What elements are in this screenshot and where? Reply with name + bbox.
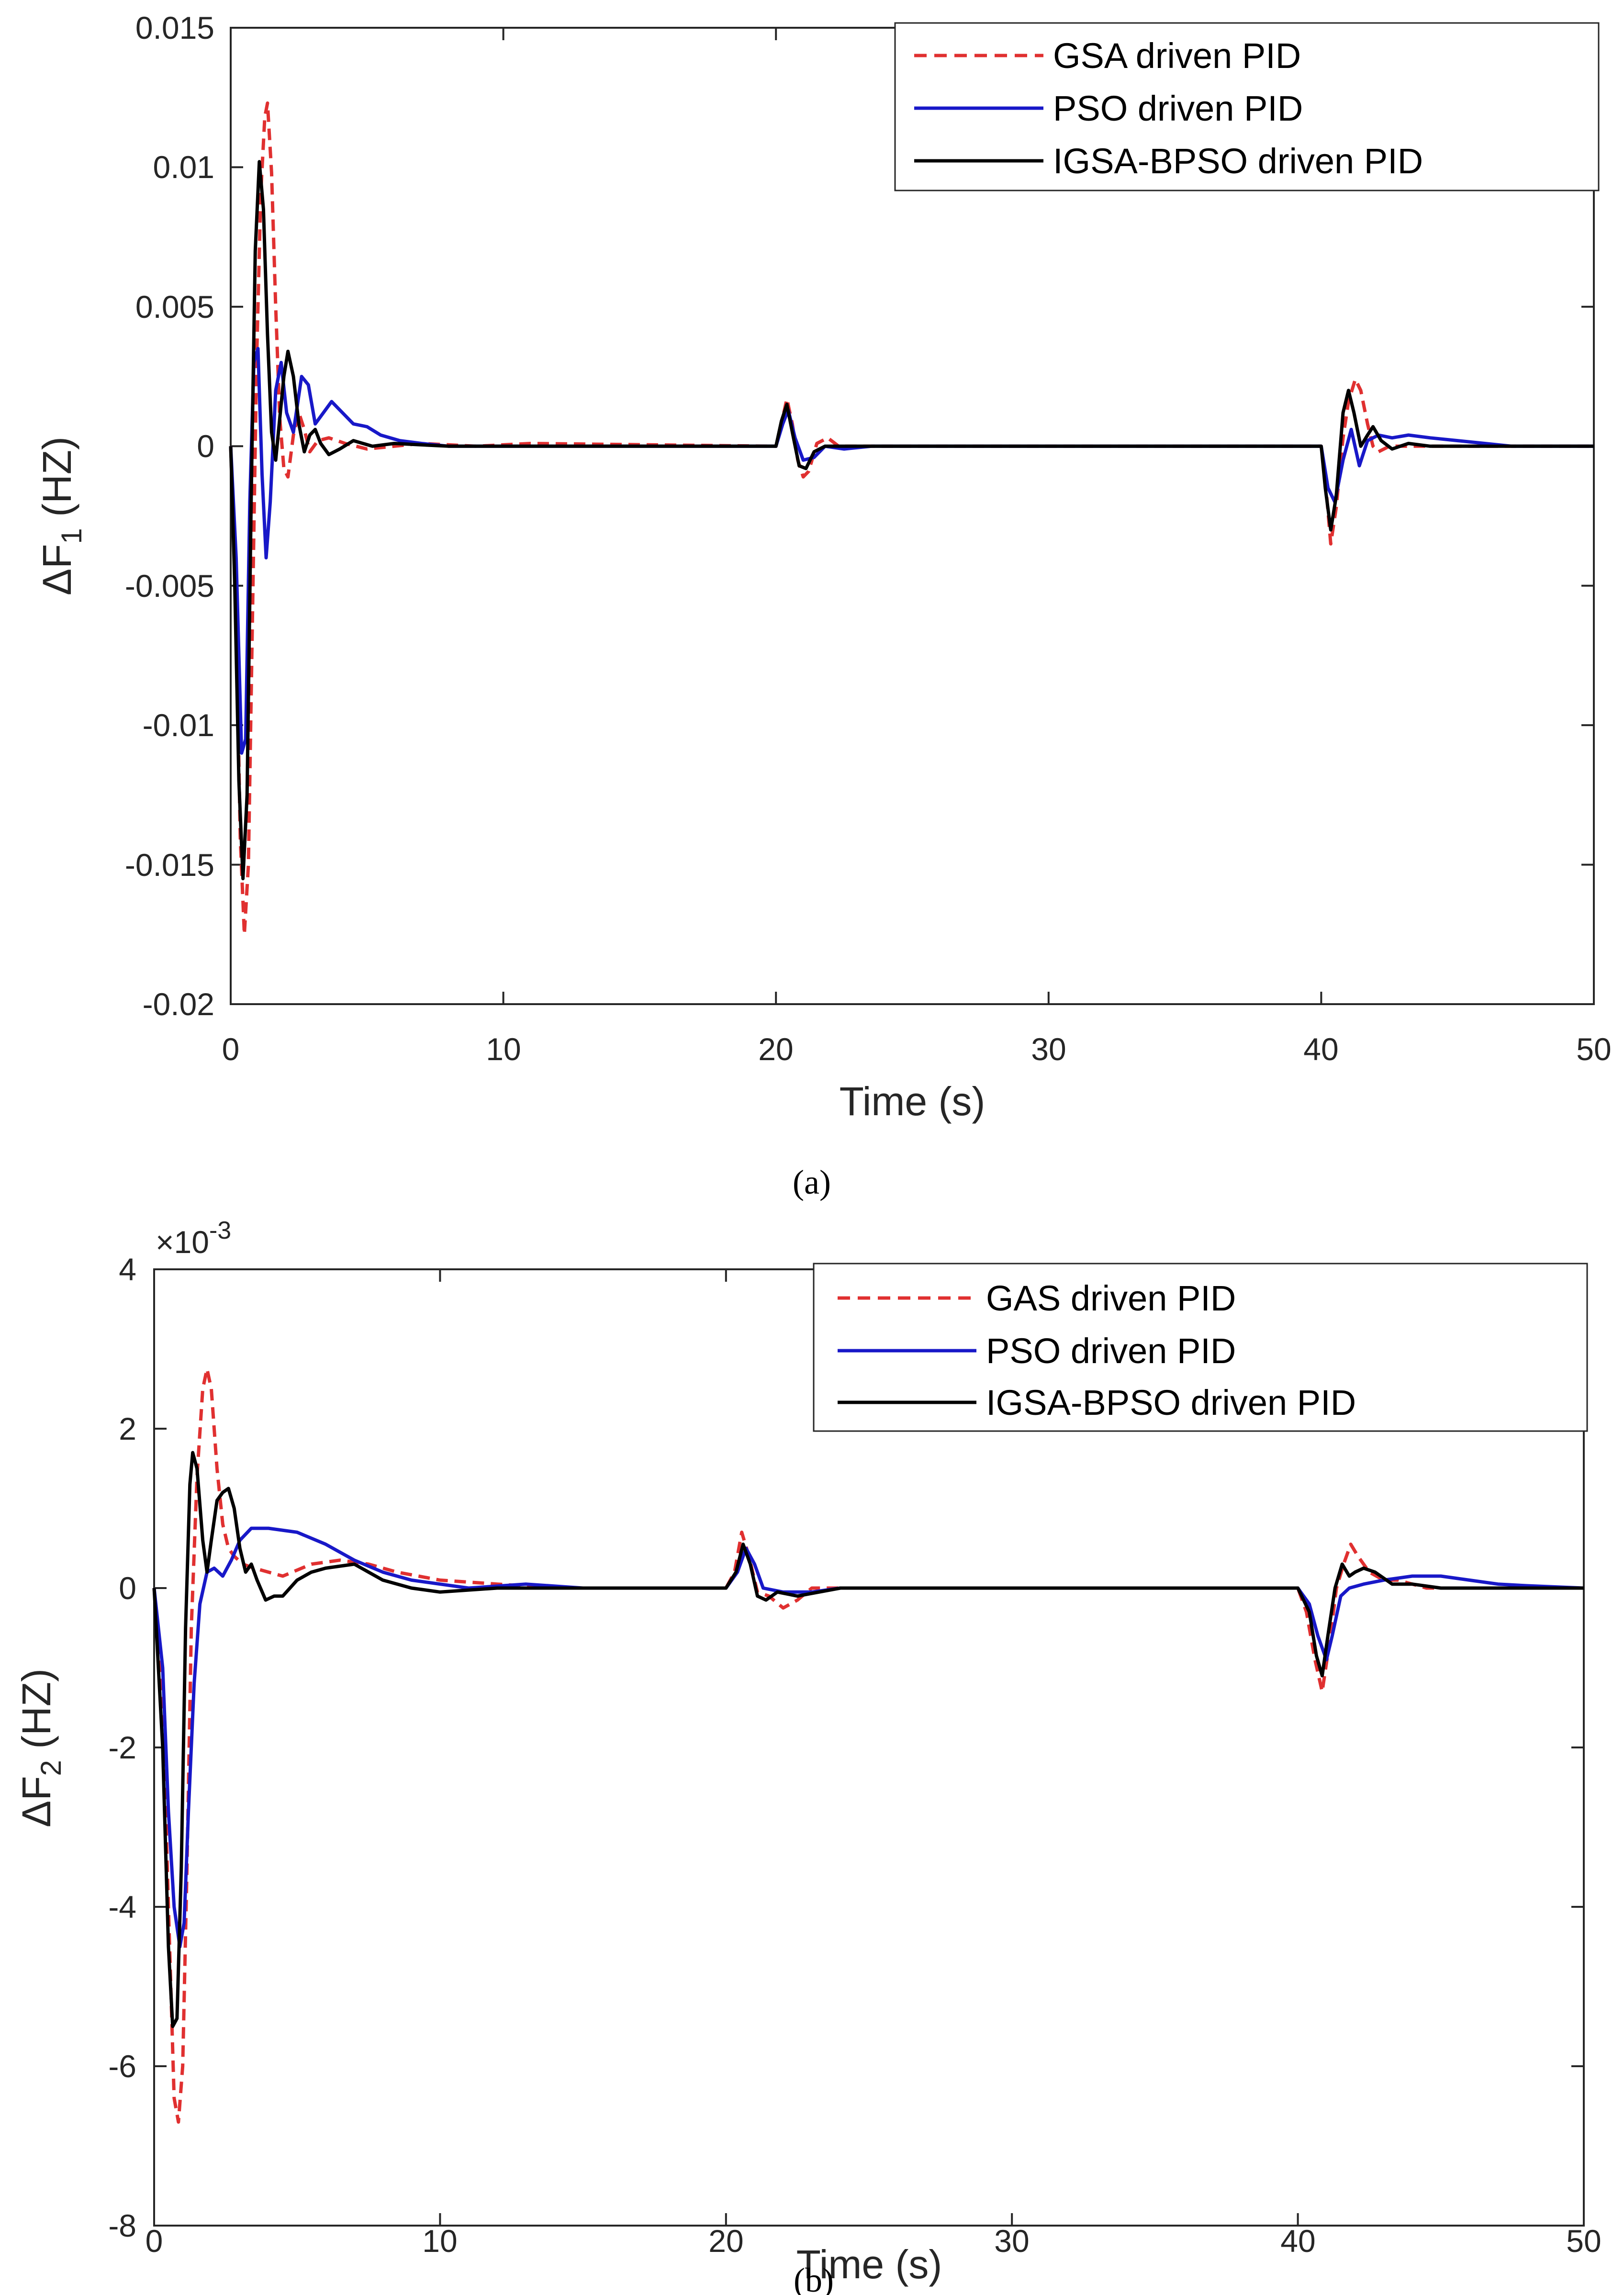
- chart-b-xtick-label: 10: [422, 2223, 457, 2259]
- chart-b-ylabel: ΔF2 (HZ): [14, 1668, 67, 1827]
- chart-b-ytick-label: -6: [108, 2049, 136, 2084]
- chart-a-xtick-label: 10: [486, 1031, 521, 1067]
- chart-b-ytick-label: 2: [119, 1411, 136, 1446]
- chart-a-legend-label-gsa: GSA driven PID: [1053, 36, 1301, 76]
- chart-a-ytick-label: -0.01: [143, 707, 214, 743]
- chart-a-xtick-label: 30: [1031, 1031, 1066, 1067]
- chart-b-ytick-label: -8: [108, 2208, 136, 2243]
- chart-b-legend: GAS driven PID PSO driven PID IGSA-BPSO …: [813, 1263, 1588, 1432]
- chart-b-legend-label-pso: PSO driven PID: [986, 1331, 1236, 1371]
- chart-b-xtick-label: 0: [146, 2223, 163, 2259]
- chart-a: 0 10 20 30 40 50 0.015 0.01 0.005 0 -0.0…: [34, 10, 1612, 1201]
- chart-a-xlabel: Time (s): [840, 1079, 986, 1124]
- chart-a-ytick-label: -0.015: [125, 847, 214, 883]
- chart-a-xtick-label: 40: [1303, 1031, 1338, 1067]
- chart-a-ytick-label: -0.02: [143, 986, 214, 1022]
- chart-a-ytick-label: -0.005: [125, 568, 214, 604]
- chart-b-xtick-label: 20: [708, 2223, 743, 2259]
- chart-a-legend-box: [894, 22, 1600, 191]
- chart-b-ytick-label: -2: [108, 1730, 136, 1765]
- chart-b-legend-label-igsa: IGSA-BPSO driven PID: [986, 1383, 1356, 1422]
- chart-b-ytick-label: -4: [108, 1889, 136, 1925]
- chart-a-legend: GSA driven PID PSO driven PID IGSA-BPSO …: [894, 22, 1600, 191]
- chart-a-ytick-label: 0.005: [135, 289, 214, 325]
- chart-a-ytick-label: 0.015: [135, 10, 214, 45]
- chart-a-series-line-3: [229, 160, 1594, 881]
- chart-a-xtick-label: 20: [758, 1031, 793, 1067]
- chart-b-multiplier: ×10-3: [156, 1217, 231, 1260]
- chart-b: 0 10 20 30 40 50 4 2 0 -2 -4 -6 -8 ×10-3…: [14, 1217, 1602, 2295]
- chart-b-xtick-label: 40: [1280, 2223, 1315, 2259]
- chart-a-caption: (a): [793, 1163, 831, 1201]
- chart-b-series: [152, 1367, 1584, 2124]
- chart-a-ylabel: ΔF1 (HZ): [34, 437, 88, 595]
- chart-b-caption: (b): [794, 2261, 834, 2295]
- chart-a-legend-label-igsa: IGSA-BPSO driven PID: [1053, 141, 1423, 181]
- chart-a-legend-label-pso: PSO driven PID: [1053, 89, 1303, 128]
- chart-b-series-line-3: [152, 1451, 1584, 2028]
- chart-b-xtick-label: 50: [1566, 2223, 1601, 2259]
- chart-b-ytick-label: 4: [119, 1252, 136, 1287]
- chart-b-xtick-label: 30: [994, 2223, 1029, 2259]
- chart-a-ytick-label: 0: [197, 428, 214, 464]
- chart-b-xlabel: Time (s): [796, 2242, 942, 2287]
- chart-b-ytick-label: 0: [119, 1570, 136, 1606]
- chart-a-xtick-label: 50: [1576, 1031, 1611, 1067]
- chart-b-legend-label-gas: GAS driven PID: [986, 1278, 1236, 1318]
- chart-a-series: [229, 101, 1594, 936]
- chart-a-ytick-label: 0.01: [153, 149, 214, 185]
- chart-b-series-line-2: [152, 1526, 1584, 1948]
- chart-a-xtick-label: 0: [222, 1031, 240, 1067]
